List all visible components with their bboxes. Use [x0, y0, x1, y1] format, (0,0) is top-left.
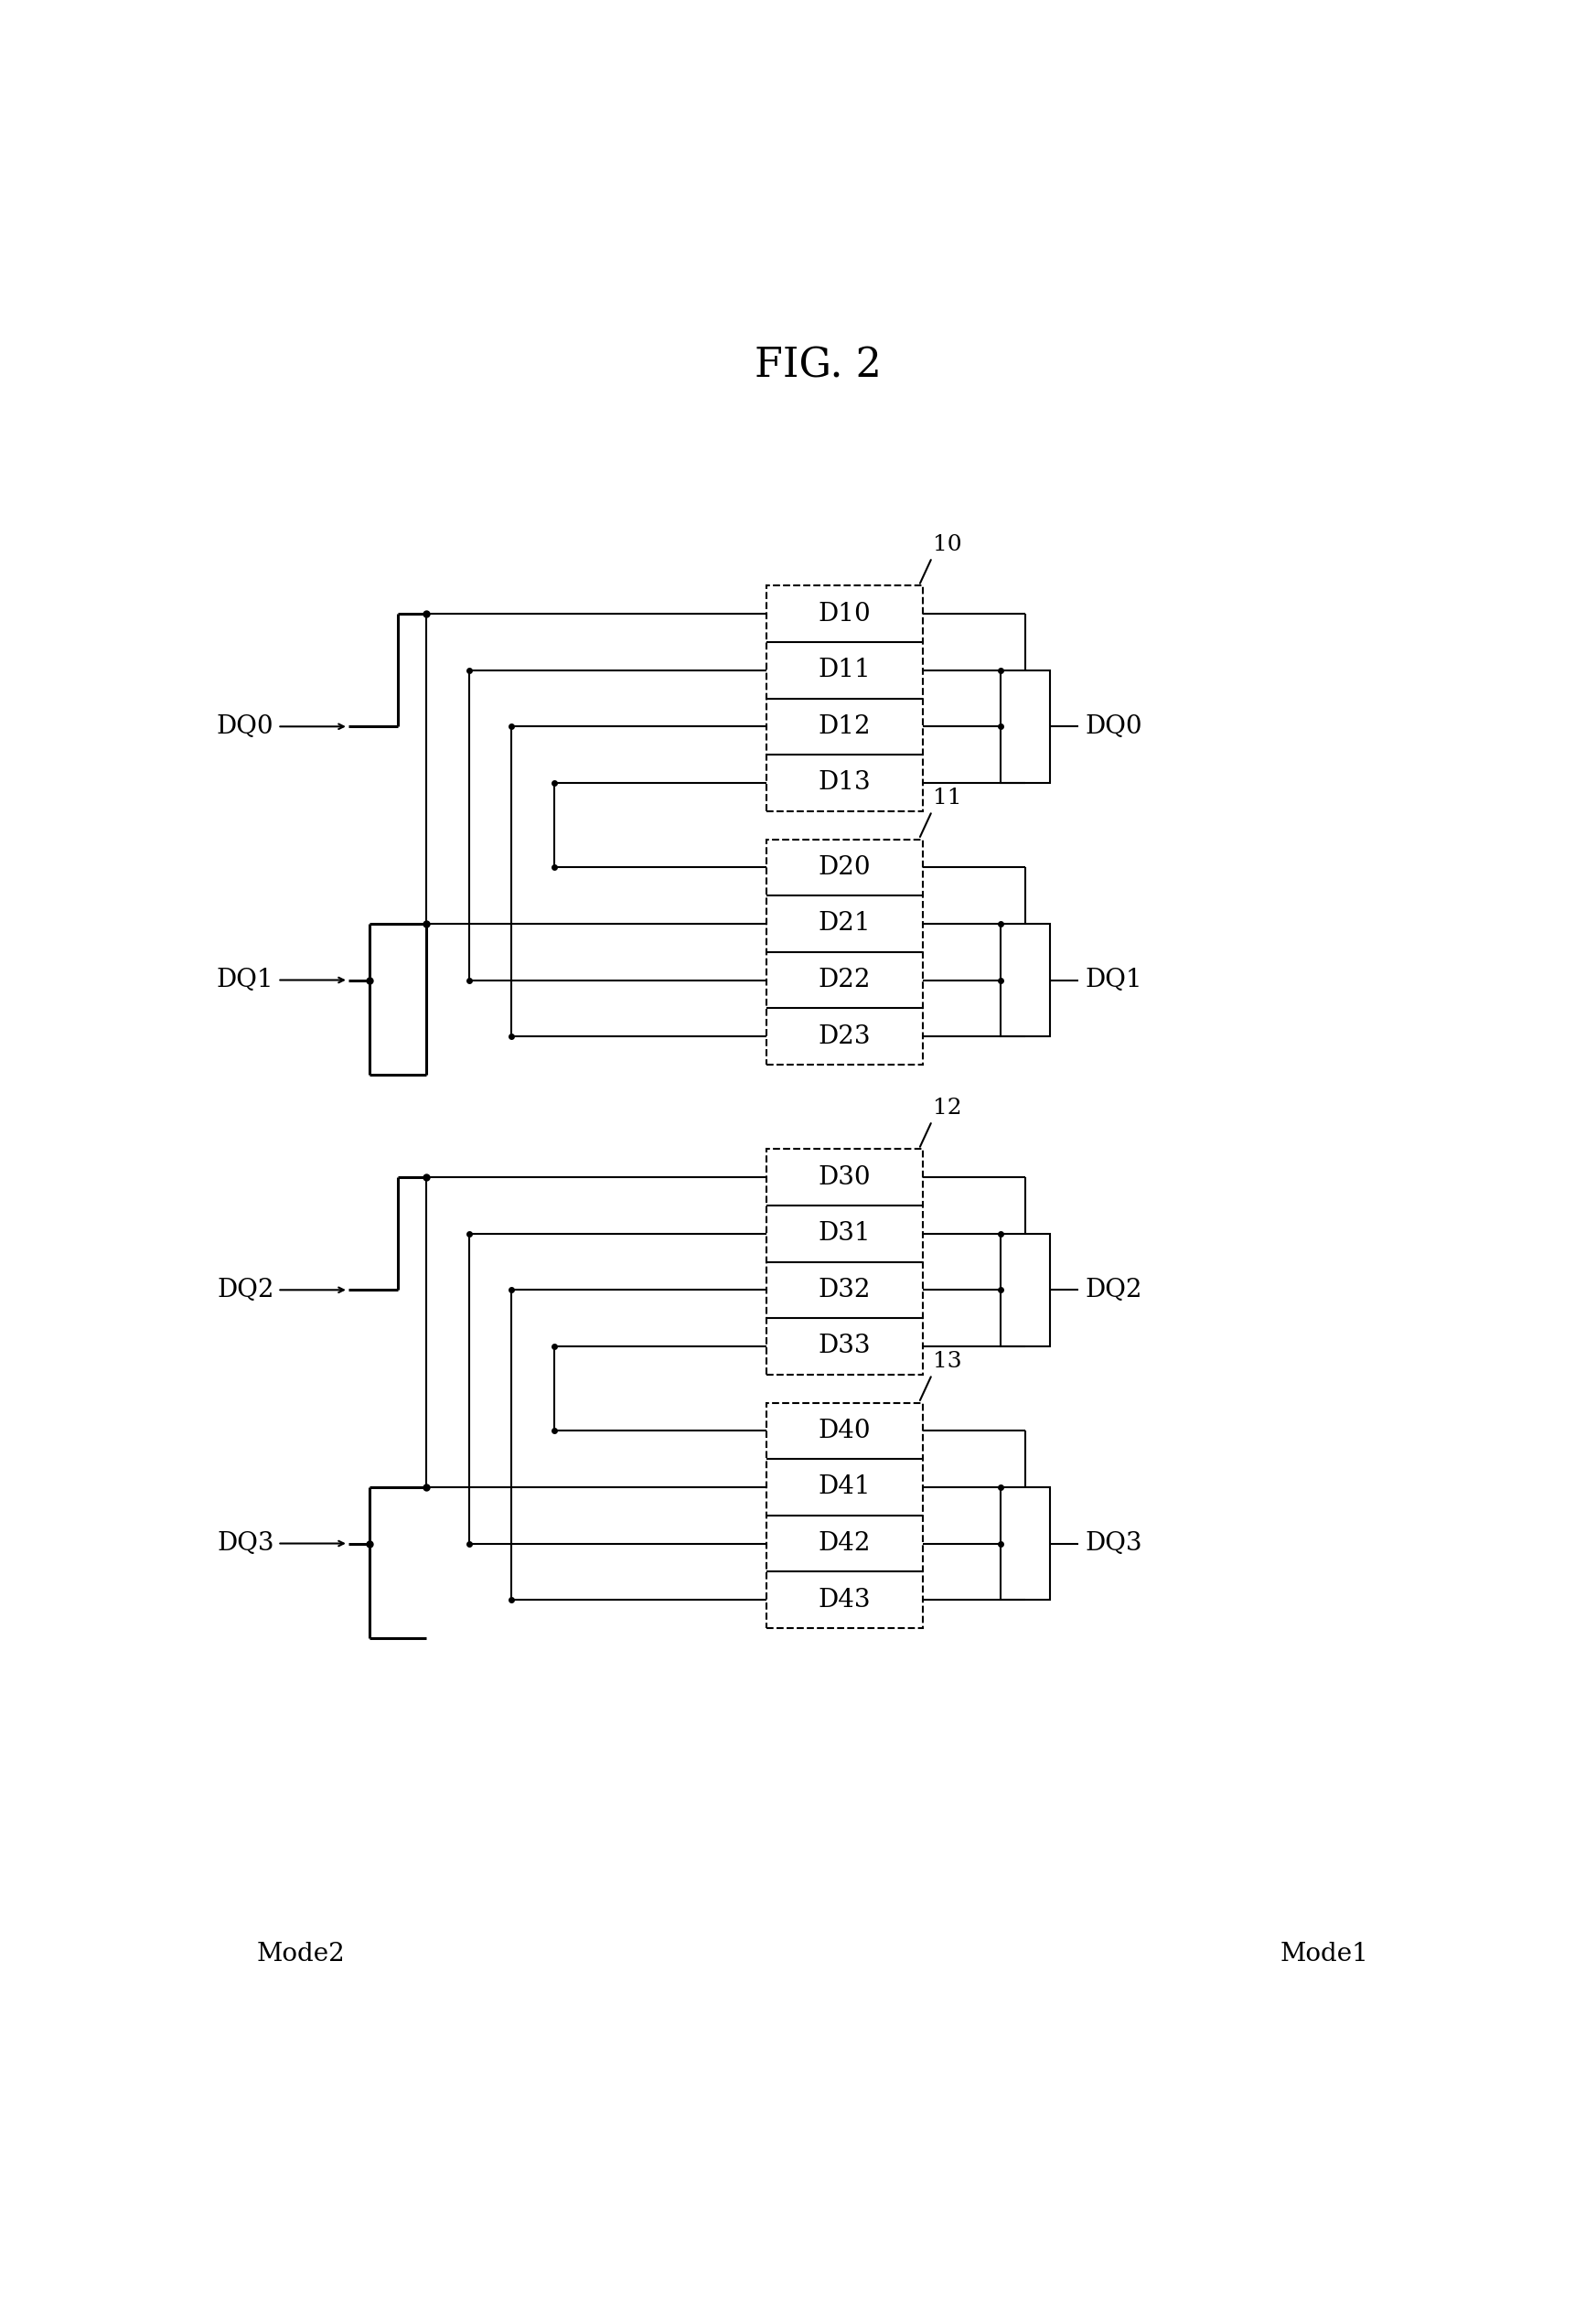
Bar [1001, 1233, 1050, 1346]
Text: DQ2: DQ2 [1085, 1279, 1143, 1302]
Text: Mode1: Mode1 [1280, 1942, 1369, 1965]
Text: DQ3: DQ3 [1085, 1532, 1143, 1555]
Bar [1001, 1486, 1050, 1599]
Bar [766, 1150, 922, 1375]
Text: D31: D31 [819, 1221, 871, 1246]
Text: 11: 11 [919, 788, 962, 836]
Text: Mode2: Mode2 [257, 1942, 345, 1965]
Text: D20: D20 [819, 855, 871, 880]
Text: 10: 10 [919, 535, 962, 583]
Text: 12: 12 [919, 1097, 962, 1147]
Bar [766, 839, 922, 1064]
Text: D30: D30 [819, 1166, 871, 1189]
Text: D41: D41 [819, 1475, 871, 1500]
Text: D11: D11 [819, 659, 871, 682]
Text: FIG. 2: FIG. 2 [755, 346, 881, 385]
Text: D12: D12 [819, 714, 871, 740]
Text: DQ2: DQ2 [217, 1279, 275, 1302]
Text: DQ1: DQ1 [1085, 968, 1143, 993]
Bar [1001, 924, 1050, 1037]
Bar [766, 585, 922, 811]
Text: D43: D43 [819, 1587, 871, 1613]
Text: DQ3: DQ3 [217, 1532, 275, 1555]
Bar [766, 1403, 922, 1629]
Text: D23: D23 [819, 1023, 871, 1048]
Text: D10: D10 [819, 601, 871, 627]
Bar [1001, 670, 1050, 783]
Text: 13: 13 [919, 1350, 962, 1401]
Text: D32: D32 [819, 1279, 871, 1302]
Text: D40: D40 [819, 1419, 871, 1442]
Text: DQ1: DQ1 [217, 968, 275, 993]
Text: D33: D33 [819, 1334, 871, 1359]
Text: DQ0: DQ0 [217, 714, 275, 740]
Text: D13: D13 [819, 770, 871, 795]
Text: DQ0: DQ0 [1085, 714, 1143, 740]
Text: D21: D21 [819, 912, 871, 935]
Text: D42: D42 [819, 1532, 871, 1555]
Text: D22: D22 [819, 968, 871, 993]
